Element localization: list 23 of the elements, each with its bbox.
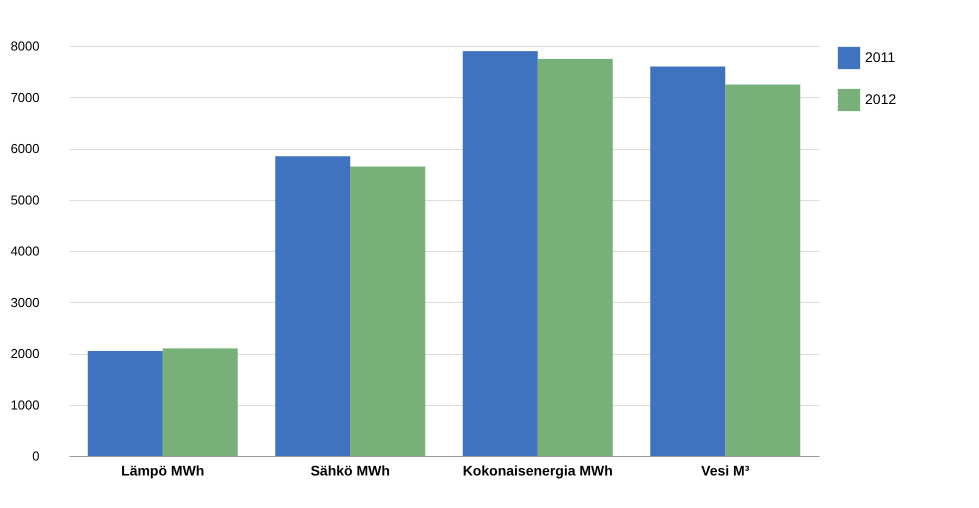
x-tick-label: Vesi M³ (701, 462, 750, 478)
bar (88, 350, 163, 456)
bar (538, 58, 613, 456)
legend-label: 2011 (865, 49, 896, 65)
y-tick-label: 2000 (10, 346, 40, 361)
legend-label: 2012 (865, 91, 896, 107)
bar (650, 66, 726, 456)
bar (462, 51, 538, 456)
x-tick-label: Kokonaisenergia MWh (462, 462, 613, 478)
y-tick-label: 3000 (10, 294, 40, 310)
y-tick-label: 0 (32, 448, 40, 464)
x-tick-label: Lämpö MWh (121, 462, 204, 478)
bar (162, 348, 238, 456)
y-tick-label: 1000 (10, 397, 40, 412)
y-tick-label: 4000 (10, 244, 40, 258)
y-tick-label: 6000 (10, 141, 40, 156)
bar (725, 84, 800, 456)
x-tick-label: Sähkö MWh (310, 462, 390, 478)
bar (350, 166, 426, 456)
y-tick-label: 7000 (10, 90, 40, 105)
bar (275, 156, 350, 456)
y-tick-label: 5000 (10, 192, 40, 208)
y-tick-label: 8000 (10, 38, 40, 54)
